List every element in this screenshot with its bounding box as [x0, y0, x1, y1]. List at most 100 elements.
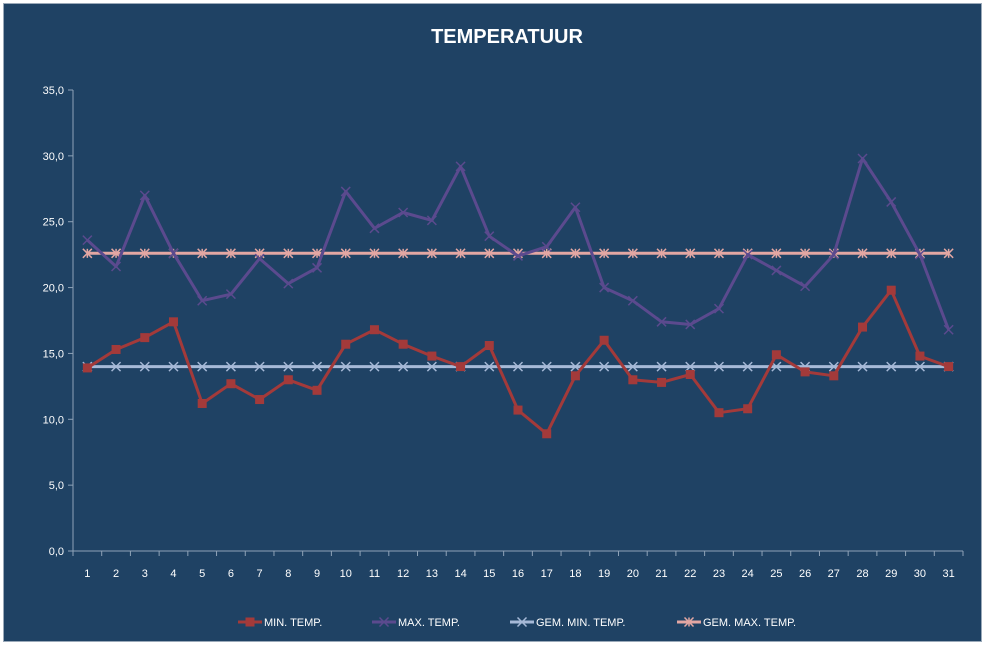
marker-stroke [516, 616, 528, 628]
data-point-gem-max-temp [857, 248, 868, 259]
data-point-gem-min-temp [111, 361, 122, 372]
marker-stroke [512, 361, 524, 372]
marker-stroke [627, 361, 638, 372]
x-tick-label: 15 [483, 568, 495, 580]
data-point-gem-max-temp [82, 248, 93, 259]
x-tick-label: 10 [340, 568, 352, 580]
data-point-gem-max-temp [943, 248, 954, 259]
marker-stroke [771, 361, 782, 372]
data-point-max-temp [111, 261, 122, 272]
marker-stroke [484, 361, 495, 372]
data-point-gem-max-temp [369, 248, 380, 259]
chart-title: TEMPERATUUR [431, 26, 583, 48]
data-point-gem-max-temp [599, 248, 610, 259]
series-max-temp [82, 153, 954, 335]
marker-stroke [312, 262, 323, 273]
data-point-gem-min-temp [914, 361, 925, 372]
data-point-gem-max-temp [656, 248, 667, 259]
data-point-min-temp [542, 429, 552, 439]
marker-stroke [570, 361, 581, 372]
marker-stroke [139, 190, 150, 201]
data-point-max-temp [168, 248, 179, 259]
legend-item-max-temp: MAX. TEMP. [372, 616, 460, 629]
legend-item-min-temp: MIN. TEMP. [238, 617, 322, 629]
data-point-max-temp [713, 303, 724, 314]
x-tick-label: 19 [598, 568, 610, 580]
x-tick-label: 4 [170, 568, 176, 580]
data-point-gem-max-temp [426, 248, 437, 259]
data-point-min-temp [82, 363, 92, 373]
marker-stroke [369, 361, 380, 372]
data-point-gem-min-temp [398, 361, 409, 372]
marker-stroke [828, 249, 839, 260]
marker-stroke [771, 265, 782, 276]
marker-stroke [82, 235, 93, 246]
data-point-min-temp [197, 398, 207, 408]
x-tick-label: 22 [684, 568, 696, 580]
marker-stroke [455, 161, 466, 172]
x-tick-label: 11 [369, 568, 380, 580]
marker-stroke [828, 361, 839, 372]
marker-stroke [599, 361, 610, 372]
data-point-min-temp [283, 375, 293, 385]
marker-stroke [512, 250, 524, 261]
y-tick-label: 35,0 [43, 85, 64, 97]
data-point-min-temp [915, 351, 925, 361]
x-tick-label: 5 [199, 568, 205, 580]
marker-stroke [742, 249, 753, 260]
data-point-min-temp [628, 375, 638, 385]
x-tick-label: 31 [943, 568, 955, 580]
data-point-max-temp [914, 249, 925, 260]
data-point-min-temp [398, 339, 408, 349]
data-point-min-temp [800, 367, 810, 377]
data-point-min-temp [427, 351, 437, 361]
data-point-gem-max-temp [283, 248, 294, 259]
data-point-gem-min-temp [254, 361, 265, 372]
data-point-gem-max-temp [340, 248, 351, 259]
data-point-max-temp [886, 196, 897, 207]
legend-swatch-marker [378, 616, 390, 628]
data-point-max-temp [828, 249, 839, 260]
x-tick-label: 23 [713, 568, 725, 580]
series-layer [82, 153, 954, 439]
data-point-min-temp [685, 370, 695, 380]
y-tick-label: 0,0 [49, 546, 64, 558]
marker-stroke [283, 361, 294, 372]
y-tick-label: 20,0 [43, 283, 64, 295]
marker-stroke [254, 361, 265, 372]
data-point-max-temp [369, 223, 380, 234]
marker-stroke [570, 202, 581, 213]
data-point-gem-min-temp [512, 361, 524, 372]
data-point-gem-max-temp [886, 248, 897, 259]
data-point-min-temp [886, 285, 896, 295]
data-point-max-temp [426, 215, 437, 226]
x-tick-label: 29 [885, 568, 897, 580]
data-point-gem-min-temp [599, 361, 610, 372]
data-point-max-temp [512, 250, 524, 261]
data-point-gem-max-temp [398, 248, 409, 259]
data-point-gem-max-temp [139, 248, 150, 259]
marker-stroke [111, 261, 122, 272]
marker-stroke [168, 361, 179, 372]
series-min-temp [82, 285, 954, 439]
marker-stroke [398, 207, 409, 218]
data-point-min-temp [513, 405, 523, 415]
data-point-min-temp [714, 408, 724, 418]
data-point-gem-min-temp [225, 361, 236, 372]
data-point-gem-min-temp [685, 361, 696, 372]
marker-stroke [225, 289, 236, 300]
data-point-max-temp [771, 265, 782, 276]
y-tick-label: 15,0 [43, 348, 64, 360]
data-point-gem-min-temp [713, 361, 724, 372]
data-point-min-temp [944, 362, 954, 372]
data-point-gem-min-temp [656, 361, 667, 372]
data-point-gem-min-temp [627, 361, 638, 372]
x-tick-label: 16 [512, 568, 524, 580]
data-point-max-temp [627, 295, 638, 306]
marker-stroke [197, 361, 208, 372]
data-point-max-temp [742, 249, 753, 260]
data-point-min-temp [341, 339, 351, 349]
data-point-min-temp [312, 385, 322, 395]
data-point-min-temp [226, 379, 236, 389]
legend-swatch-marker [516, 616, 528, 628]
